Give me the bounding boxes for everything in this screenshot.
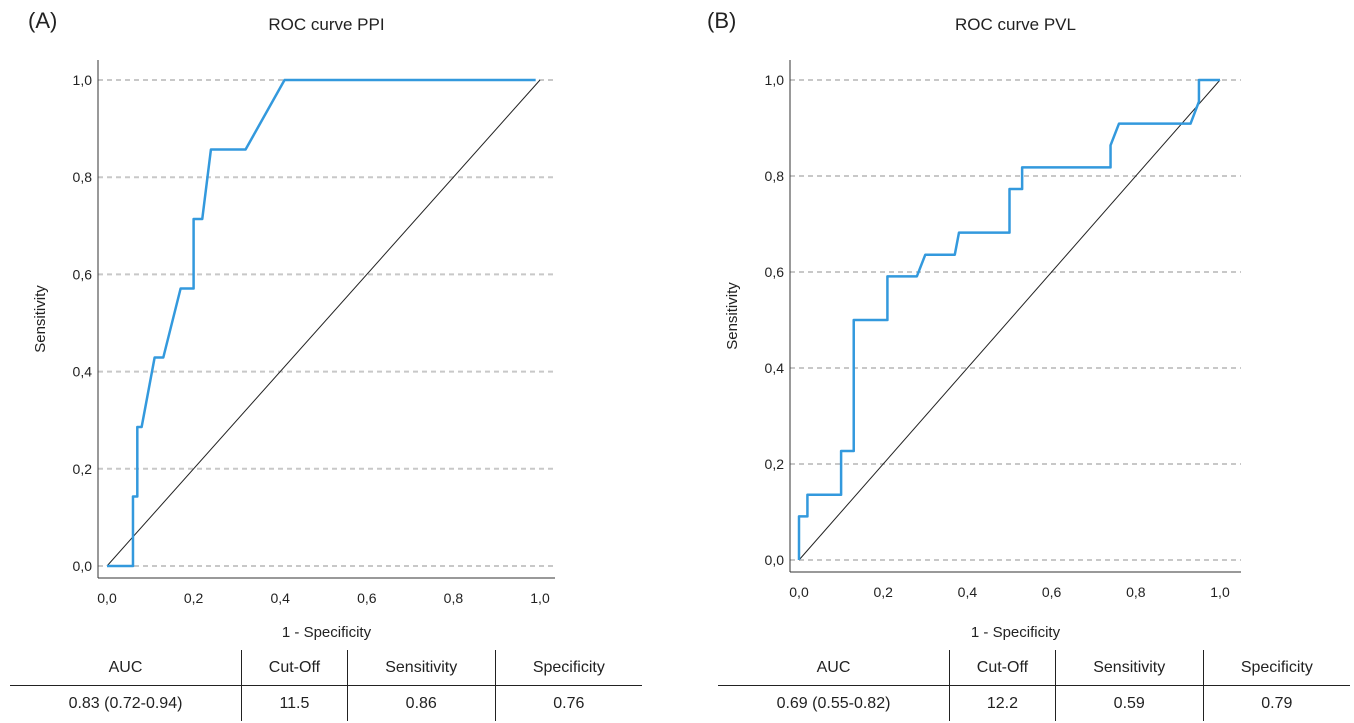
roc-chart-ppi: 0,0 0,2 0,4 0,6 0,8 1,0 0,0 0,2 0,4 0,6 0,8 1,0 ROC … xyxy=(32,15,555,640)
table-header-cell: Cut-Off xyxy=(949,650,1056,686)
y-tick-label: 0,2 xyxy=(73,461,93,477)
table-header-cell: Sensitivity xyxy=(1054,650,1204,686)
table-header-cell: Cut-Off xyxy=(241,650,348,686)
chart-title: ROC curve PPI xyxy=(268,15,384,34)
table-cell: 11.5 xyxy=(241,685,348,721)
y-tick-label: 1,0 xyxy=(765,72,785,88)
chart-title: ROC curve PVL xyxy=(955,15,1076,34)
table-row: 0.83 (0.72-0.94) 11.5 0.86 0.76 xyxy=(10,685,642,721)
y-tick-label: 0,0 xyxy=(73,558,93,574)
table-header-row: AUC Cut-Off Sensitivity Specificity xyxy=(718,650,1350,686)
panel-b: 0,0 0,2 0,4 0,6 0,8 1,0 0,0 0,2 0,4 0,6 0,8 1,0 ROC … xyxy=(677,0,1354,723)
table-header-cell: AUC xyxy=(718,650,950,686)
table-cell: 0.76 xyxy=(494,685,642,721)
table-cell: 0.86 xyxy=(346,685,496,721)
x-tick-label: 0,8 xyxy=(1126,584,1146,600)
panel-label: (B) xyxy=(707,8,737,33)
table-header-cell: Specificity xyxy=(1202,650,1350,686)
roc-chart-pvl: 0,0 0,2 0,4 0,6 0,8 1,0 0,0 0,2 0,4 0,6 0,8 1,0 ROC … xyxy=(724,15,1241,640)
x-tick-label: 0,6 xyxy=(1042,584,1062,600)
reference-line xyxy=(798,79,1221,561)
y-tick-label: 0,8 xyxy=(73,169,93,185)
table-header-cell: Specificity xyxy=(494,650,642,686)
stats-table: AUC Cut-Off Sensitivity Specificity 0.83… xyxy=(10,650,642,721)
y-tick-label: 0,4 xyxy=(73,364,93,380)
x-tick-label: 0,8 xyxy=(444,590,464,606)
x-tick-label: 1,0 xyxy=(1210,584,1230,600)
table-header-row: AUC Cut-Off Sensitivity Specificity xyxy=(10,650,642,686)
y-tick-label: 1,0 xyxy=(73,72,93,88)
x-axis-title: 1 - Specificity xyxy=(971,624,1061,640)
y-tick-label: 0,0 xyxy=(765,552,785,568)
roc-curve xyxy=(797,78,1220,560)
y-axis-title: Sensitivity xyxy=(32,285,49,353)
y-tick-label: 0,4 xyxy=(765,360,785,376)
y-tick-label: 0,6 xyxy=(73,266,93,282)
x-tick-label: 0,0 xyxy=(789,584,809,600)
x-tick-label: 0,0 xyxy=(97,590,117,606)
table-cell: 0.79 xyxy=(1202,685,1350,721)
y-tick-label: 0,2 xyxy=(765,456,785,472)
roc-curve xyxy=(107,78,536,568)
table-header-cell: Sensitivity xyxy=(346,650,496,686)
x-tick-label: 1,0 xyxy=(530,590,550,606)
reference-line xyxy=(106,79,541,567)
x-tick-label: 0,2 xyxy=(184,590,204,606)
y-tick-label: 0,6 xyxy=(765,264,785,280)
table-header-cell: AUC xyxy=(10,650,242,686)
x-tick-label: 0,2 xyxy=(873,584,893,600)
y-axis-title: Sensitivity xyxy=(724,282,741,350)
y-tick-label: 0,8 xyxy=(765,168,785,184)
panel-a: 0,0 0,2 0,4 0,6 0,8 1,0 0,0 0,2 0,4 0,6 0,8 1,0 ROC … xyxy=(10,8,642,721)
x-tick-label: 0,6 xyxy=(357,590,377,606)
table-cell: 0.83 (0.72-0.94) xyxy=(68,694,183,712)
x-tick-label: 0,4 xyxy=(270,590,290,606)
table-cell: 0.69 (0.55-0.82) xyxy=(776,694,891,712)
panel-label: (A) xyxy=(28,8,58,33)
x-axis-title: 1 - Specificity xyxy=(282,624,372,640)
table-cell: 0.59 xyxy=(1054,685,1204,721)
table-row: 0.69 (0.55-0.82) 12.2 0.59 0.79 xyxy=(718,685,1350,721)
stats-table: AUC Cut-Off Sensitivity Specificity 0.69… xyxy=(718,650,1350,721)
table-cell: 12.2 xyxy=(949,685,1056,721)
x-tick-label: 0,4 xyxy=(958,584,978,600)
